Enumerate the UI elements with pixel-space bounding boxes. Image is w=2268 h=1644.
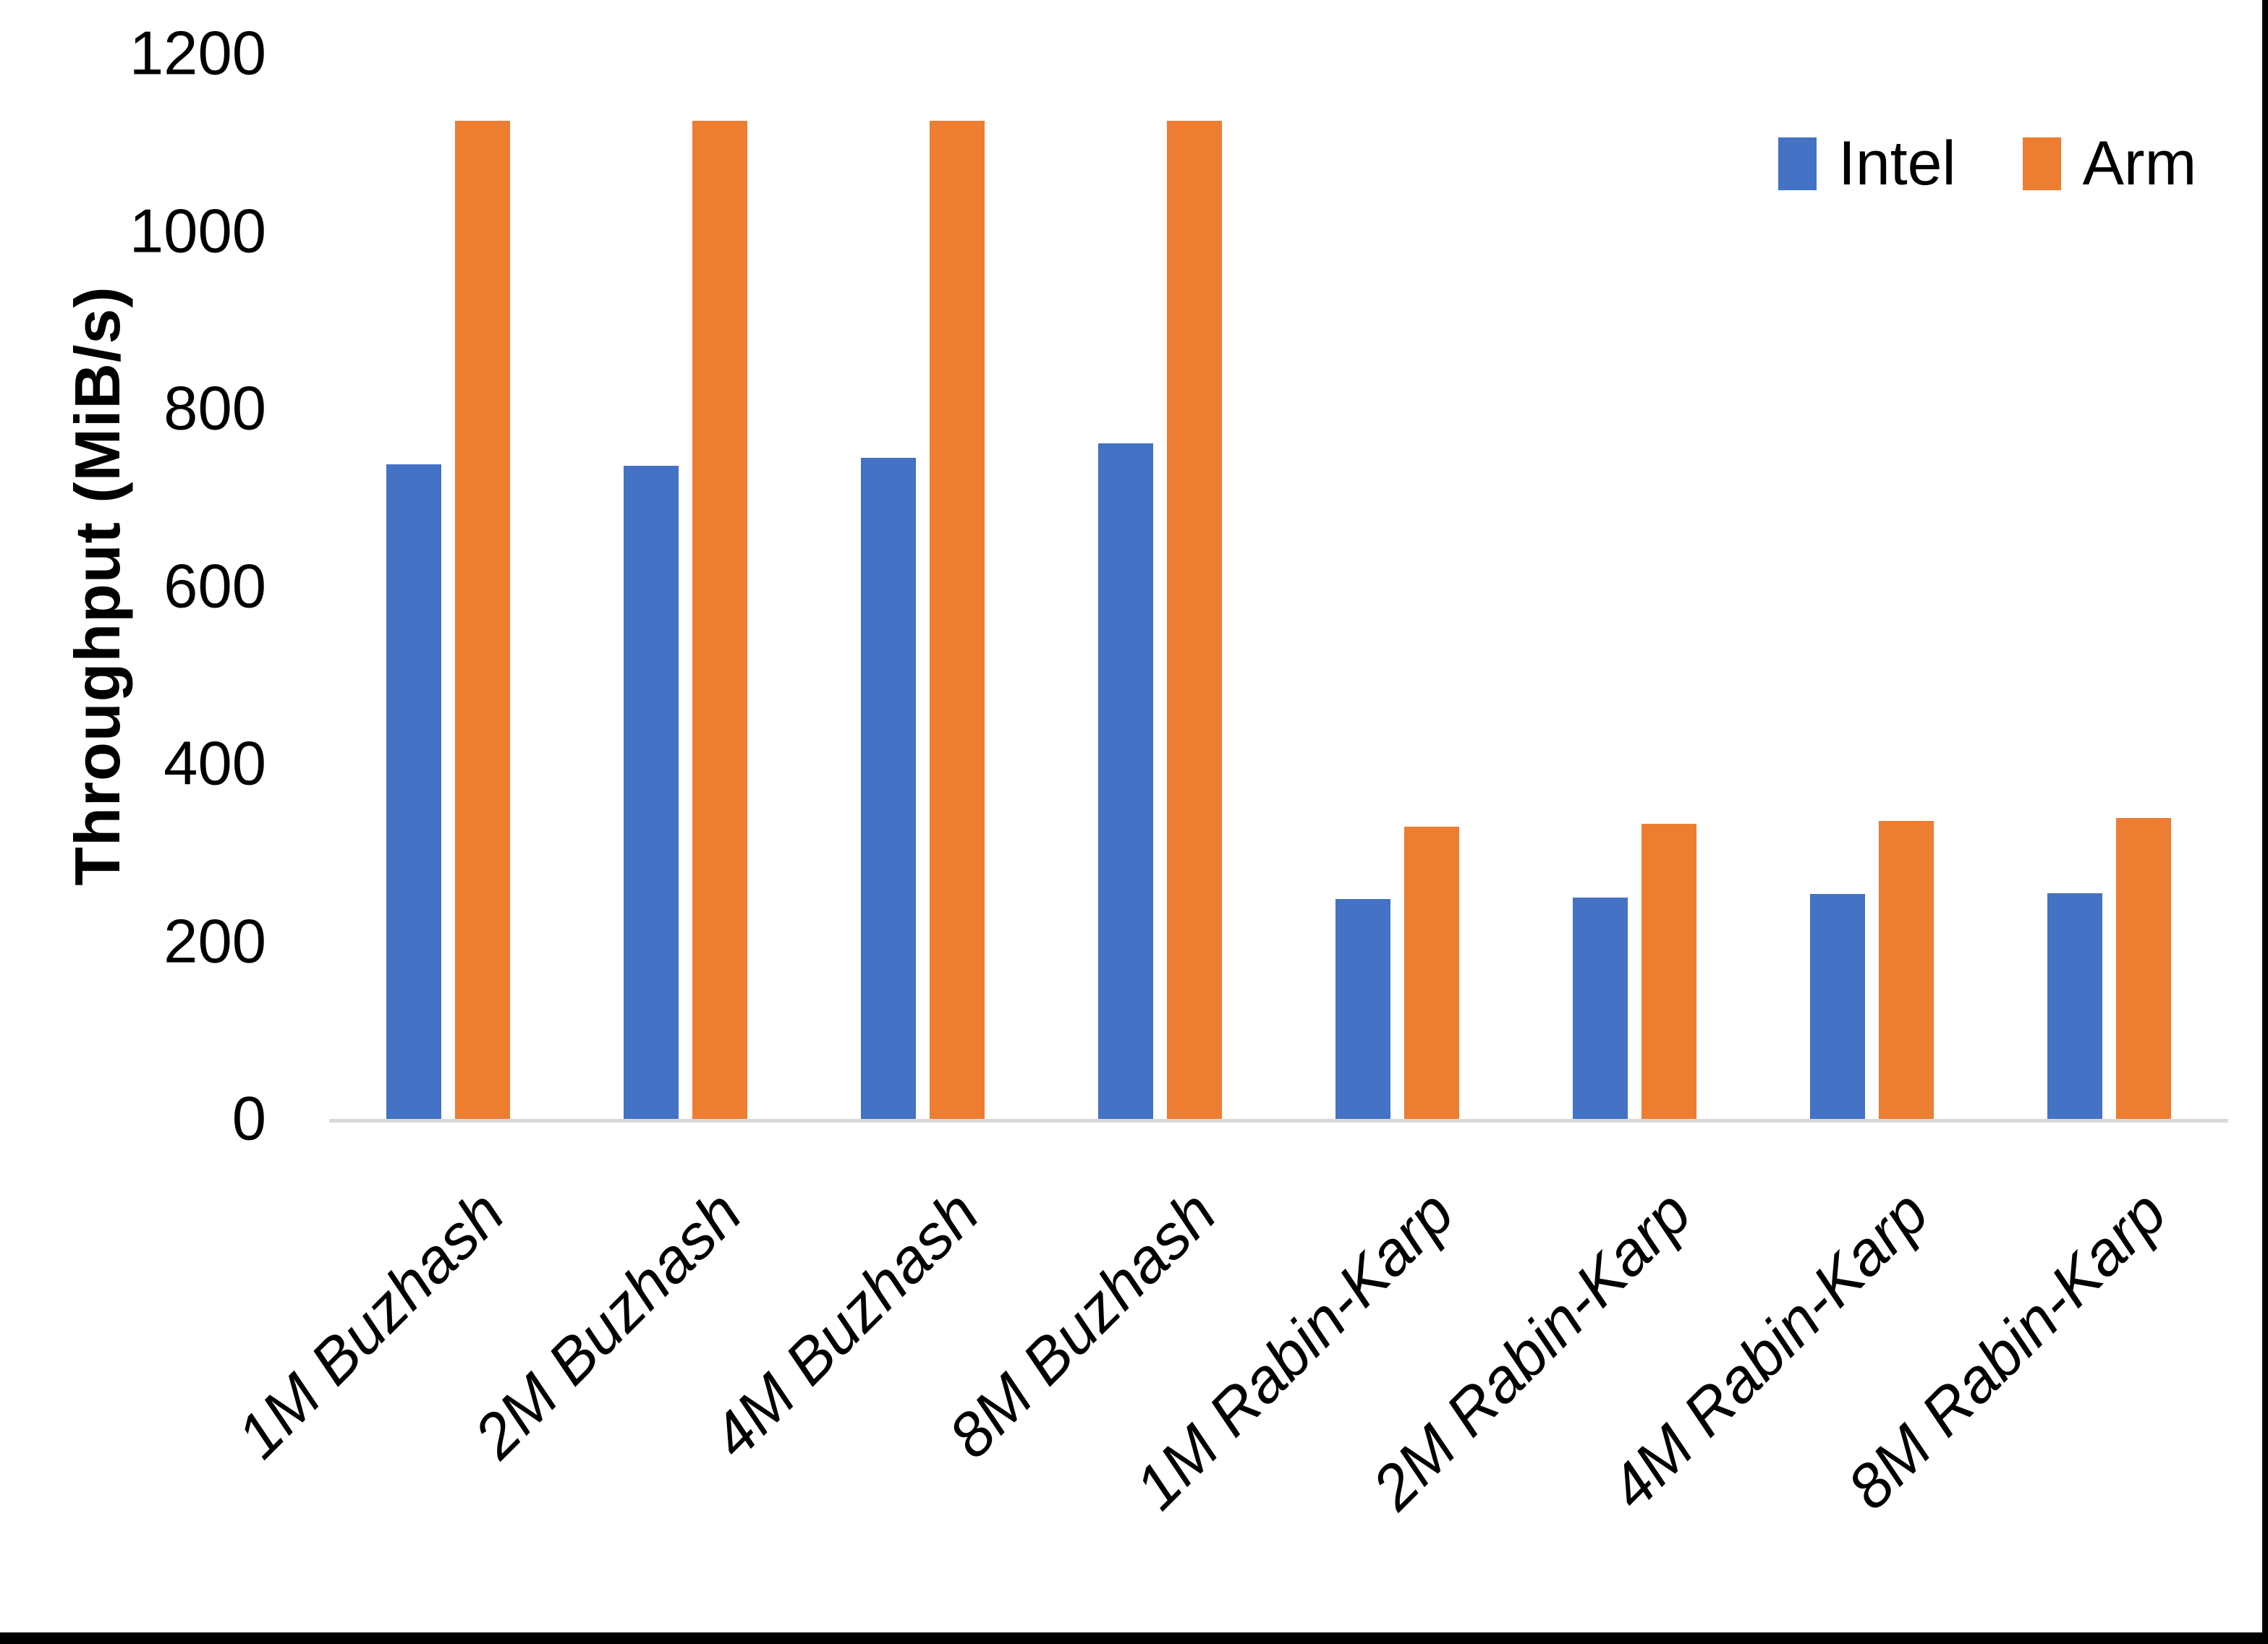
page-right-edge	[2262, 0, 2268, 1644]
bar-arm-8m-rabin-karp	[2116, 817, 2172, 1119]
bar-intel-4m-rabin-karp	[1810, 894, 1866, 1119]
legend-label-intel: Intel	[1838, 129, 1956, 198]
bar-intel-2m-rabin-karp	[1573, 898, 1628, 1119]
y-tick-200: 200	[163, 907, 266, 976]
legend-item-intel: Intel	[1778, 132, 1956, 195]
category-group-4m-rabin-karp	[1754, 54, 1991, 1119]
x-axis-line	[329, 1119, 2228, 1123]
legend-swatch-intel	[1778, 137, 1817, 190]
legend-swatch-arm	[2022, 137, 2061, 190]
bar-arm-8m-buzhash	[1166, 121, 1222, 1119]
category-group-2m-rabin-karp	[1516, 54, 1754, 1119]
plot-area	[329, 54, 2228, 1123]
bar-intel-8m-rabin-karp	[2047, 893, 2103, 1119]
bar-arm-1m-rabin-karp	[1404, 827, 1460, 1119]
bar-arm-4m-buzhash	[929, 121, 985, 1119]
category-group-1m-buzhash	[329, 54, 566, 1119]
legend-item-arm: Arm	[2022, 129, 2197, 198]
category-group-4m-buzhash	[804, 54, 1041, 1119]
bar-arm-1m-buzhash	[454, 121, 510, 1119]
y-tick-400: 400	[163, 729, 266, 798]
page-bottom-edge	[0, 1632, 2268, 1644]
bar-arm-4m-rabin-karp	[1879, 820, 1934, 1119]
bar-arm-2m-rabin-karp	[1641, 824, 1697, 1119]
bar-groups	[329, 54, 2228, 1119]
bar-intel-4m-buzhash	[860, 457, 916, 1119]
y-tick-1000: 1000	[129, 197, 266, 265]
category-group-8m-buzhash	[1041, 54, 1278, 1119]
bar-intel-8m-buzhash	[1097, 443, 1153, 1119]
category-group-1m-rabin-karp	[1279, 54, 1516, 1119]
y-tick-1200: 1200	[129, 19, 266, 88]
legend: Intel Arm	[1778, 132, 2196, 195]
category-group-8m-rabin-karp	[1991, 54, 2228, 1119]
y-tick-800: 800	[163, 374, 266, 443]
bar-intel-2m-buzhash	[623, 465, 679, 1119]
bar-arm-2m-buzhash	[692, 121, 747, 1119]
y-tick-0: 0	[232, 1084, 266, 1154]
bar-intel-1m-buzhash	[386, 464, 441, 1119]
y-tick-600: 600	[163, 552, 266, 621]
category-group-2m-buzhash	[566, 54, 804, 1119]
bar-intel-1m-rabin-karp	[1335, 898, 1391, 1119]
legend-label-arm: Arm	[2082, 129, 2197, 198]
